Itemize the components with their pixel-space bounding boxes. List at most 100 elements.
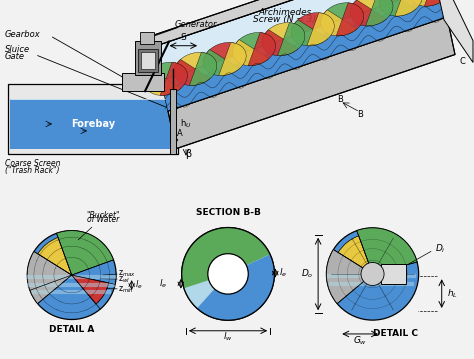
Text: "Bucket": "Bucket" — [86, 210, 119, 219]
Text: C: C — [459, 57, 465, 66]
Wedge shape — [186, 254, 274, 320]
Polygon shape — [292, 20, 328, 46]
Text: DETAIL A: DETAIL A — [49, 325, 94, 334]
Text: $D_o$: $D_o$ — [301, 268, 313, 280]
Text: Screw (N = 3): Screw (N = 3) — [254, 15, 317, 24]
Text: B: B — [337, 95, 343, 104]
Polygon shape — [208, 53, 242, 71]
Polygon shape — [321, 3, 363, 26]
Polygon shape — [409, 0, 445, 6]
Polygon shape — [384, 0, 418, 11]
Text: L: L — [297, 25, 302, 34]
Polygon shape — [428, 0, 473, 62]
Polygon shape — [321, 10, 357, 36]
Text: Archimedes: Archimedes — [258, 8, 312, 17]
Polygon shape — [292, 13, 334, 36]
Wedge shape — [357, 228, 417, 274]
Polygon shape — [145, 69, 181, 95]
Polygon shape — [174, 60, 210, 85]
Wedge shape — [56, 230, 113, 275]
Polygon shape — [233, 39, 269, 66]
Wedge shape — [38, 238, 72, 275]
Polygon shape — [414, 0, 447, 1]
Text: Gearbox: Gearbox — [5, 30, 41, 39]
Text: $l_e$: $l_e$ — [135, 279, 143, 291]
Text: $l_e$: $l_e$ — [158, 278, 167, 290]
Polygon shape — [168, 17, 455, 149]
Text: S: S — [181, 33, 186, 42]
Polygon shape — [395, 0, 422, 16]
Text: ("Trash Rack"): ("Trash Rack") — [5, 166, 60, 175]
Text: $G_w$: $G_w$ — [353, 335, 367, 347]
Polygon shape — [149, 0, 433, 47]
Text: Gate: Gate — [5, 52, 25, 61]
Text: Forebay: Forebay — [71, 119, 115, 129]
Text: Coarse Screen: Coarse Screen — [5, 159, 61, 168]
Text: of Water: of Water — [87, 215, 119, 224]
Polygon shape — [278, 23, 305, 56]
Circle shape — [327, 228, 419, 320]
Polygon shape — [350, 0, 386, 26]
Polygon shape — [203, 50, 240, 75]
Polygon shape — [326, 14, 359, 31]
Polygon shape — [237, 43, 271, 61]
Text: Sealed Lower: Sealed Lower — [372, 8, 428, 17]
Polygon shape — [145, 62, 187, 86]
Circle shape — [182, 228, 274, 320]
Polygon shape — [163, 0, 447, 111]
Wedge shape — [184, 274, 228, 308]
Text: Generator: Generator — [175, 20, 218, 29]
Bar — [135, 41, 161, 75]
Text: β: β — [185, 149, 191, 159]
Polygon shape — [190, 52, 217, 85]
Circle shape — [208, 254, 248, 294]
Polygon shape — [307, 13, 334, 46]
Bar — [122, 73, 164, 91]
Wedge shape — [182, 228, 270, 300]
Polygon shape — [380, 0, 422, 6]
Polygon shape — [233, 33, 275, 56]
Text: z$_{max}$: z$_{max}$ — [118, 269, 136, 279]
Polygon shape — [336, 3, 364, 36]
Text: B: B — [357, 109, 363, 118]
Text: SECTION B-B: SECTION B-B — [196, 208, 261, 217]
Text: A: A — [177, 129, 183, 138]
Polygon shape — [355, 4, 389, 21]
Text: Bearing: Bearing — [384, 15, 416, 24]
Polygon shape — [149, 73, 183, 91]
Circle shape — [361, 262, 384, 285]
Text: $D_i$: $D_i$ — [435, 242, 446, 255]
Text: z$_{wl}$: z$_{wl}$ — [118, 274, 130, 285]
Polygon shape — [380, 0, 416, 16]
Bar — [140, 32, 154, 44]
Polygon shape — [248, 33, 275, 66]
Polygon shape — [262, 23, 304, 46]
Polygon shape — [296, 24, 330, 41]
Bar — [381, 264, 406, 284]
Polygon shape — [267, 33, 301, 51]
Text: h$_U$: h$_U$ — [180, 118, 191, 130]
Bar — [138, 48, 158, 73]
Wedge shape — [338, 236, 373, 274]
Polygon shape — [219, 42, 246, 75]
Bar — [170, 89, 176, 154]
Text: Sluice: Sluice — [5, 45, 30, 54]
Polygon shape — [154, 0, 447, 111]
Polygon shape — [179, 63, 212, 81]
Bar — [10, 99, 176, 149]
Polygon shape — [160, 62, 187, 95]
Polygon shape — [350, 0, 392, 17]
Polygon shape — [262, 30, 298, 56]
Text: $l_w$: $l_w$ — [223, 330, 233, 342]
Polygon shape — [365, 0, 393, 26]
Text: z$_{min}$: z$_{min}$ — [118, 284, 134, 294]
Bar — [141, 52, 155, 69]
Text: DETAIL C: DETAIL C — [373, 330, 418, 339]
Wedge shape — [327, 250, 373, 304]
Polygon shape — [174, 52, 216, 76]
Bar — [8, 84, 178, 154]
Wedge shape — [27, 252, 72, 304]
Text: $l_e$: $l_e$ — [280, 267, 288, 279]
Circle shape — [27, 230, 116, 320]
Polygon shape — [424, 0, 452, 6]
